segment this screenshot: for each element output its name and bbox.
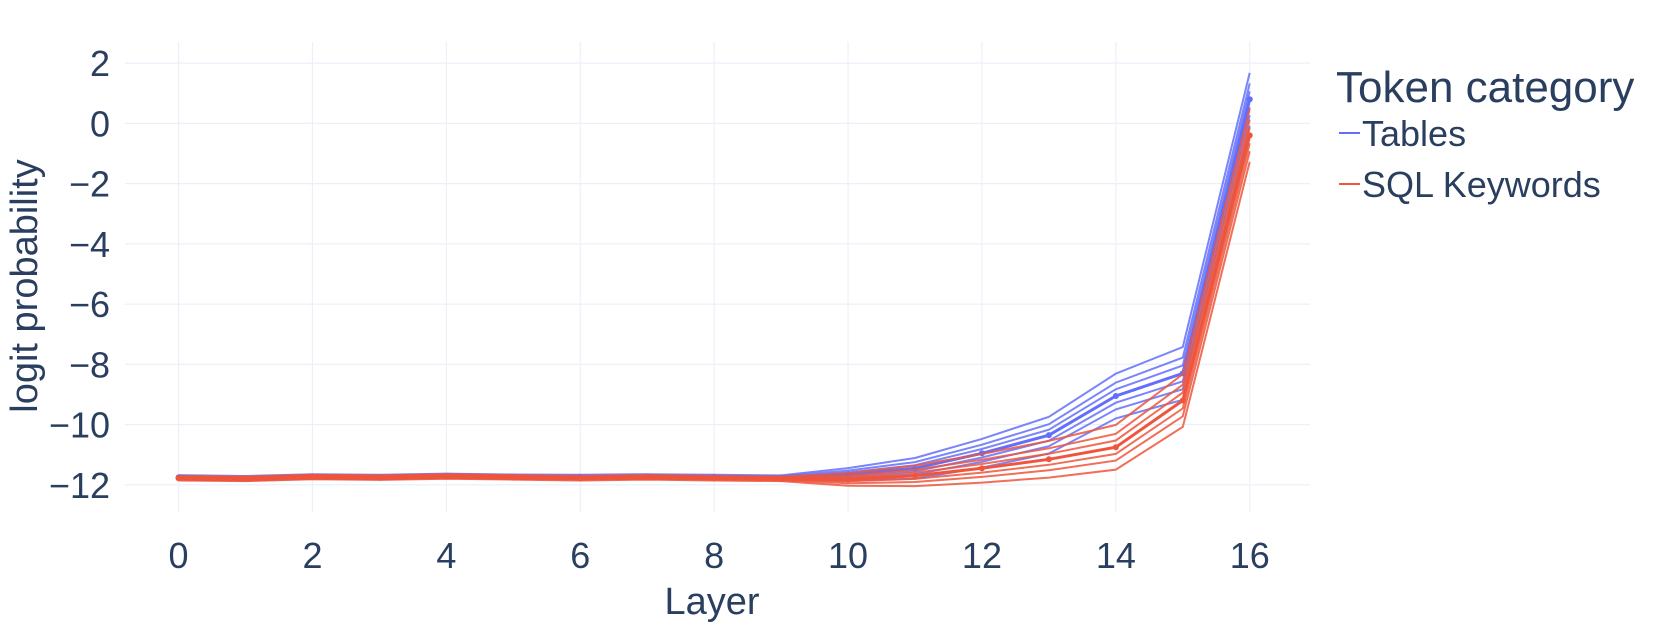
x-tick-label: 12 [962,535,1002,576]
x-tick-label: 0 [169,535,189,576]
data-point [1045,456,1052,463]
legend-item-sql-keywords[interactable]: SQL Keywords [1339,164,1601,205]
data-point [644,474,651,481]
x-tick-label: 8 [704,535,724,576]
data-point [1045,432,1052,439]
data-point [845,476,852,483]
x-tick-label: 16 [1230,535,1270,576]
y-tick-label: −8 [69,344,110,385]
data-point [1179,397,1186,404]
y-tick-label: 0 [90,103,110,144]
legend: Token category Tables SQL Keywords [1336,63,1634,205]
data-point [1246,96,1253,103]
legend-item-tables[interactable]: Tables [1339,113,1466,154]
data-point [711,475,718,482]
y-tick-label: −10 [49,405,110,446]
data-point [912,472,918,479]
y-tick-label: −12 [49,465,110,506]
data-point [376,474,383,481]
x-tick-label: 2 [302,535,322,576]
data-point [242,475,249,482]
legend-title: Token category [1336,63,1634,112]
legend-label-tables: Tables [1362,113,1466,154]
data-point [1112,393,1119,400]
series-lines [175,72,1253,488]
data-point [443,473,450,480]
data-point [175,475,182,482]
series-sql-keywords [175,108,1253,488]
x-tick-label: 4 [436,535,456,576]
data-point [309,474,316,481]
x-tick-label: 6 [570,535,590,576]
tick-labels: 0 2 4 6 8 10 12 14 16 2 0 −2 −4 −6 −8 −10 −12 [49,43,1270,576]
y-tick-label: −2 [69,164,110,205]
y-tick-label: −6 [69,284,110,325]
y-axis-title: logit probability [4,159,46,412]
data-point [778,475,785,482]
x-tick-label: 10 [828,535,868,576]
data-point [1246,132,1253,139]
x-axis-title: Layer [664,581,759,623]
data-point [1112,444,1119,451]
data-point [510,474,517,481]
grid [125,42,1310,512]
data-point [577,475,584,482]
legend-label-sql-keywords: SQL Keywords [1362,164,1601,205]
y-tick-label: −4 [69,224,110,265]
x-tick-label: 14 [1096,535,1136,576]
data-point [978,465,985,472]
y-tick-label: 2 [90,43,110,84]
